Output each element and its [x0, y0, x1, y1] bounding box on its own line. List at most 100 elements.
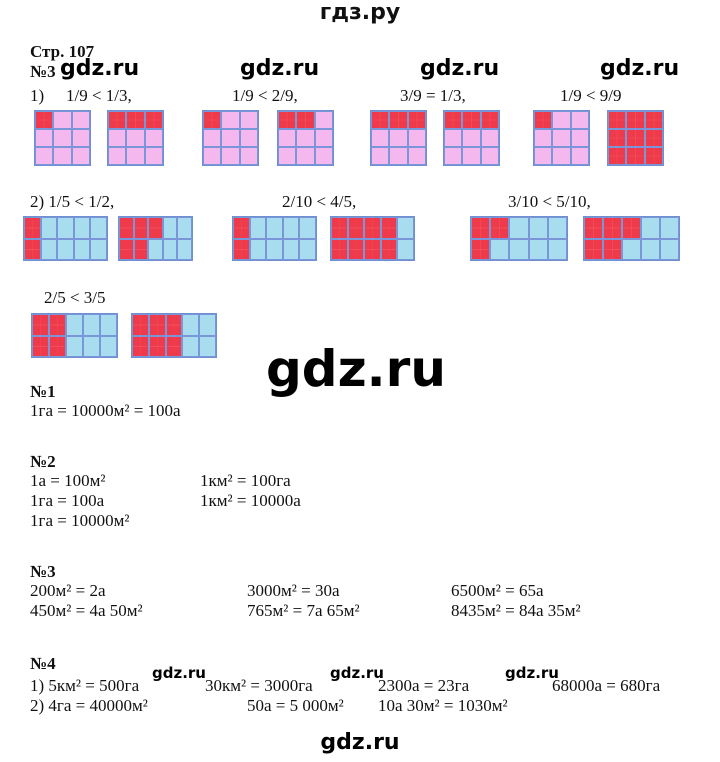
n3-line: 3000м² = 30а	[247, 581, 340, 600]
comparison: 2) 1/5 < 1/2,	[30, 192, 115, 211]
shaded-cell	[119, 217, 134, 239]
fraction-grid	[583, 216, 680, 261]
empty-cell	[148, 238, 163, 260]
fraction-grid	[330, 216, 415, 261]
empty-cell	[53, 147, 72, 165]
shaded-cell	[49, 335, 66, 357]
shaded-cell	[534, 111, 553, 129]
watermark: gdz.ru	[240, 56, 320, 81]
empty-cell	[73, 238, 91, 260]
shaded-cell	[371, 111, 390, 129]
empty-cell	[126, 147, 145, 165]
shaded-cell	[584, 238, 603, 260]
shaded-cell	[35, 111, 54, 129]
n2-line: 1га = 100а	[30, 491, 105, 510]
watermark-footer: gdz.ru	[320, 730, 400, 755]
empty-cell	[83, 314, 100, 336]
fraction-grid	[23, 216, 108, 261]
comparison: 1/9 < 9/9	[560, 86, 622, 105]
fraction-grid	[533, 110, 590, 166]
empty-cell	[371, 129, 390, 147]
empty-cell	[282, 217, 300, 239]
watermark: gdz.ru	[600, 56, 680, 81]
empty-cell	[509, 217, 529, 239]
empty-cell	[299, 217, 316, 239]
fraction-grid	[607, 110, 664, 166]
shaded-cell	[165, 335, 183, 357]
n2-line: 1а = 100м²	[30, 471, 106, 490]
empty-cell	[66, 314, 83, 336]
empty-cell	[249, 217, 267, 239]
empty-cell	[389, 147, 408, 165]
fraction-grid	[131, 313, 217, 358]
empty-cell	[239, 111, 258, 129]
watermark-large: gdz.ru	[266, 340, 446, 398]
empty-cell	[296, 129, 315, 147]
n4-line: 10а 30м² = 1030м²	[378, 696, 508, 715]
empty-cell	[570, 147, 589, 165]
fraction-grid	[107, 110, 164, 166]
shaded-cell	[347, 217, 365, 239]
shaded-cell	[380, 238, 398, 260]
shaded-cell	[471, 238, 491, 260]
n4-line: 30км² = 3000га	[205, 676, 313, 695]
n1-line: 1га = 10000м² = 100а	[30, 401, 181, 420]
n3-line: 200м² = 2а	[30, 581, 106, 600]
empty-cell	[509, 238, 529, 260]
empty-cell	[100, 314, 117, 336]
shaded-cell	[626, 129, 645, 147]
task3-title: №3	[30, 62, 56, 81]
comparison: 3/10 < 5/10,	[508, 192, 591, 211]
empty-cell	[90, 217, 107, 239]
empty-cell	[534, 129, 553, 147]
fraction-grid	[277, 110, 334, 166]
empty-cell	[35, 129, 54, 147]
shaded-cell	[32, 314, 49, 336]
empty-cell	[407, 129, 426, 147]
empty-cell	[397, 217, 414, 239]
shaded-cell	[296, 111, 315, 129]
n4-line: 68000а = 680га	[552, 676, 661, 695]
n3-title: №3	[30, 562, 56, 581]
n4-line: 50а = 5 000м²	[247, 696, 344, 715]
n4-line: 2300а = 23га	[378, 676, 470, 695]
n3-line: 8435м² = 84а 35м²	[451, 601, 581, 620]
empty-cell	[83, 335, 100, 357]
shaded-cell	[364, 238, 381, 260]
empty-cell	[108, 147, 127, 165]
shaded-cell	[608, 129, 627, 147]
empty-cell	[552, 111, 571, 129]
empty-cell	[371, 147, 390, 165]
shaded-cell	[24, 238, 41, 260]
empty-cell	[296, 147, 315, 165]
empty-cell	[552, 147, 571, 165]
empty-cell	[547, 238, 567, 260]
empty-cell	[266, 238, 283, 260]
empty-cell	[57, 238, 74, 260]
shaded-cell	[444, 111, 463, 129]
empty-cell	[480, 129, 499, 147]
empty-cell	[162, 217, 178, 239]
shaded-cell	[233, 217, 250, 239]
site-header: гдз.ру	[319, 0, 401, 25]
empty-cell	[534, 147, 553, 165]
fraction-grid	[118, 216, 193, 261]
empty-cell	[177, 217, 192, 239]
empty-cell	[221, 111, 240, 129]
shaded-cell	[148, 314, 166, 336]
shaded-cell	[331, 217, 348, 239]
empty-cell	[660, 217, 679, 239]
empty-cell	[249, 238, 267, 260]
empty-cell	[126, 129, 145, 147]
watermark: gdz.ru	[60, 56, 140, 81]
shaded-cell	[644, 111, 663, 129]
shaded-cell	[278, 111, 297, 129]
n3-line: 450м² = 4а 50м²	[30, 601, 143, 620]
empty-cell	[314, 147, 333, 165]
empty-cell	[71, 111, 90, 129]
comparison: 2/10 < 4/5,	[282, 192, 357, 211]
shaded-cell	[480, 111, 499, 129]
shaded-cell	[626, 147, 645, 165]
empty-cell	[239, 129, 258, 147]
shaded-cell	[608, 111, 627, 129]
